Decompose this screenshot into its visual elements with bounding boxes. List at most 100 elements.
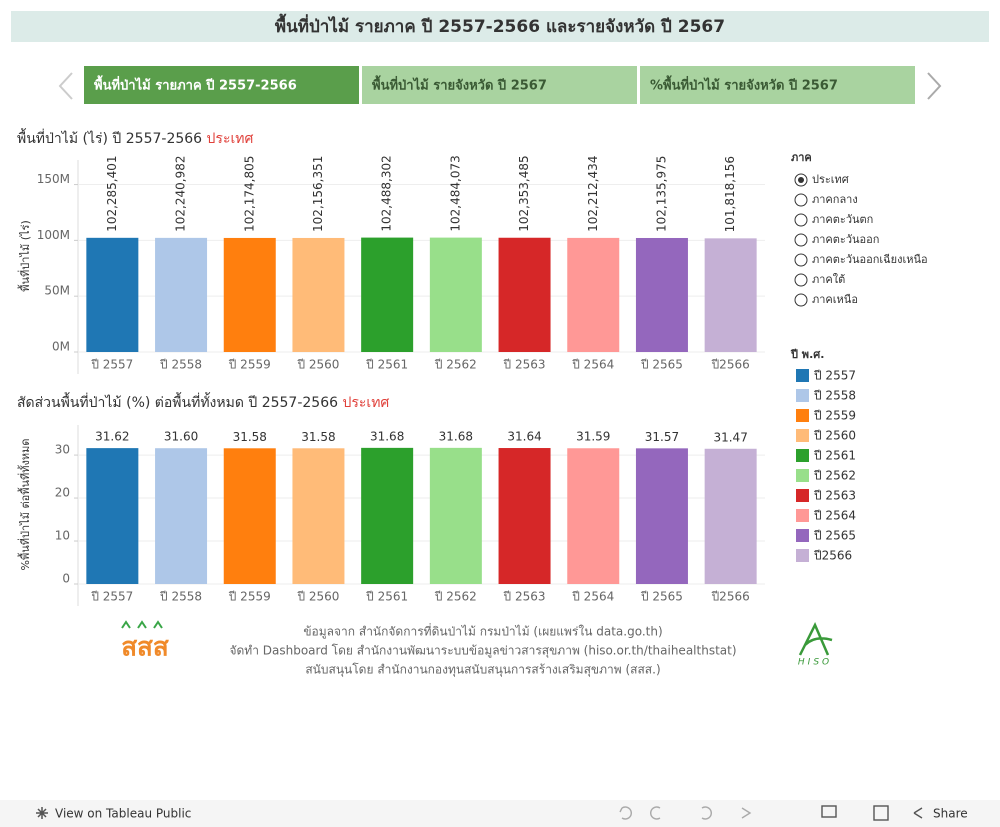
dashboard-title: พื้นที่ป่าไม้ รายภาค ปี 2557-2566 และราย… <box>275 13 725 37</box>
credit-line: ข้อมูลจาก สำนักจัดการที่ดินป่าไม้ กรมป่า… <box>303 623 662 640</box>
y-tick-label: 50M <box>44 284 70 298</box>
logo-right-mark <box>798 622 833 656</box>
chart-title: สัดส่วนพื้นที่ป่าไม้ (%) ต่อพื้นที่ทั้งห… <box>17 392 389 411</box>
x-tick-label: ปี 2560 <box>297 358 340 372</box>
toolbar <box>0 800 1000 827</box>
title-band <box>11 11 989 42</box>
y-tick-label: 0M <box>52 340 70 354</box>
filter-option: ภาคกลาง <box>812 193 858 206</box>
value-label: 102,174,805 <box>242 156 256 232</box>
bar <box>155 237 208 352</box>
legend-swatch <box>796 429 809 442</box>
value-label: 31.64 <box>507 430 541 444</box>
filter-option: ภาคตะวันออก <box>812 233 879 246</box>
y-axis-label: พื้นที่ป่าไม้ (ไร่) <box>17 220 32 291</box>
y-tick-label: 100M <box>37 228 70 242</box>
chart-title-region: ประเทศ <box>207 131 254 147</box>
logo-left-figures <box>121 620 163 629</box>
legend-swatch <box>796 369 809 382</box>
tab[interactable] <box>84 66 359 104</box>
radio[interactable] <box>794 253 808 267</box>
bar <box>361 237 414 352</box>
value-label: 102,212,434 <box>586 156 600 232</box>
radio[interactable] <box>794 273 808 287</box>
x-tick-label: ปี 2563 <box>503 590 546 604</box>
x-tick-label: ปี 2558 <box>160 358 203 372</box>
tab-label: พื้นที่ป่าไม้ รายภาค ปี 2557-2566 <box>94 75 297 94</box>
next-arrow[interactable] <box>927 72 942 100</box>
legend-title: ปี พ.ศ. <box>790 348 824 361</box>
value-label: 31.62 <box>95 430 129 444</box>
value-label: 31.58 <box>301 430 335 444</box>
logo-right: HISO <box>798 658 832 668</box>
radio[interactable] <box>794 233 808 247</box>
bar <box>498 448 551 584</box>
tab-label: พื้นที่ป่าไม้ รายจังหวัด ปี 2567 <box>372 75 547 94</box>
legend-label: ปี 2561 <box>813 449 856 463</box>
legend-swatch <box>796 529 809 542</box>
logo-left: สสส <box>121 633 169 663</box>
bar <box>498 237 551 352</box>
legend-label: ปี 2563 <box>813 489 856 503</box>
x-tick-label: ปี 2560 <box>297 590 340 604</box>
download-icon[interactable] <box>821 805 837 818</box>
radio[interactable] <box>794 193 808 207</box>
credit-line: สนับสนุนโดย สำนักงานกองทุนสนับสนุนการสร้… <box>305 663 660 678</box>
bar <box>86 237 139 352</box>
chart-title-region: ประเทศ <box>342 395 389 411</box>
prev-arrow[interactable] <box>58 72 73 100</box>
y-tick-label: 20 <box>55 486 70 500</box>
tab-label: %พื้นที่ป่าไม้ รายจังหวัด ปี 2567 <box>650 75 838 94</box>
x-tick-label: ปี 2562 <box>434 590 477 604</box>
y-tick-label: 30 <box>55 443 70 457</box>
credit-line: จัดทำ Dashboard โดย สำนักงานพัฒนาระบบข้อ… <box>229 644 736 659</box>
value-label: 102,285,401 <box>105 155 119 231</box>
radio-dot <box>798 177 804 183</box>
bar <box>292 237 345 352</box>
bar <box>223 237 276 352</box>
tab[interactable] <box>640 66 915 104</box>
history-icons[interactable] <box>619 806 752 820</box>
filter-option: ภาคเหนือ <box>812 293 858 306</box>
radio[interactable] <box>794 213 808 227</box>
tab[interactable] <box>362 66 637 104</box>
view-link[interactable]: View on Tableau Public <box>55 807 191 821</box>
bar <box>567 237 620 352</box>
bar <box>635 237 688 352</box>
radio[interactable] <box>794 293 808 307</box>
legend-label: ปี 2558 <box>813 389 856 403</box>
legend-label: ปี 2562 <box>813 469 856 483</box>
bar <box>635 448 688 584</box>
value-label: 102,488,302 <box>380 155 394 231</box>
x-tick-label: ปี 2561 <box>366 358 409 372</box>
fullscreen-icon[interactable] <box>873 805 889 821</box>
filter-title: ภาค <box>791 151 812 164</box>
filter-option: ภาคตะวันออกเฉียงเหนือ <box>812 253 928 266</box>
x-tick-label: ปี 2557 <box>91 358 134 372</box>
x-tick-label: ปี 2565 <box>640 590 683 604</box>
x-tick-label: ปี 2559 <box>228 358 271 372</box>
value-label: 102,240,982 <box>174 156 188 232</box>
x-tick-label: ปี 2559 <box>228 590 271 604</box>
tableau-icon <box>36 807 48 819</box>
bar <box>292 448 345 584</box>
share-icon[interactable] <box>913 807 923 819</box>
bar <box>567 448 620 584</box>
legend-swatch <box>796 409 809 422</box>
bar <box>86 448 139 584</box>
value-label: 31.58 <box>233 430 267 444</box>
legend-swatch <box>796 449 809 462</box>
x-tick-label: ปี 2562 <box>434 358 477 372</box>
value-label: 31.60 <box>164 430 198 444</box>
value-label: 102,135,975 <box>654 156 668 232</box>
x-tick-label: ปี 2563 <box>503 358 546 372</box>
value-label: 31.68 <box>370 429 404 443</box>
x-tick-label: ปี2566 <box>711 358 750 372</box>
value-label: 31.59 <box>576 430 610 444</box>
value-label: 31.57 <box>645 430 679 444</box>
bar <box>361 447 414 584</box>
share-link[interactable]: Share <box>933 807 968 821</box>
y-tick-label: 10 <box>55 529 70 543</box>
chart-title: พื้นที่ป่าไม้ (ไร่) ปี 2557-2566 ประเทศ <box>17 128 253 147</box>
